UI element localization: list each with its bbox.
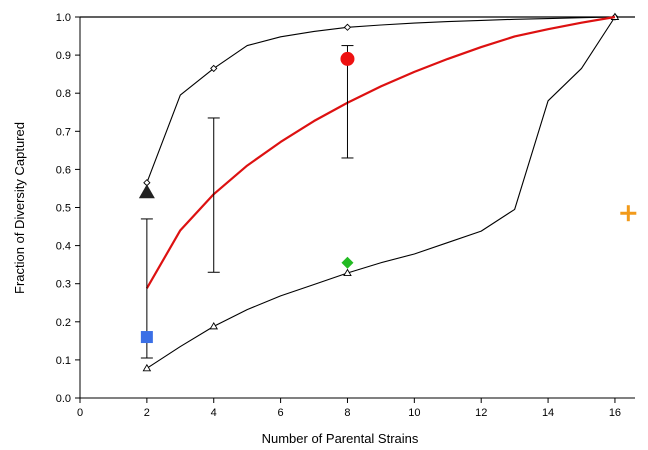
y-axis-ticks: 0.0 0.1 0.2 0.3 0.4 0.5 0.6 0.7 0.8 0.9 1.0 xyxy=(56,12,80,405)
series-line-2 xyxy=(146,16,616,369)
y-tick-label: 0.8 xyxy=(56,88,71,100)
y-tick-label: 0.9 xyxy=(56,50,71,62)
square-point xyxy=(140,331,153,344)
y-tick-label: 0.3 xyxy=(56,279,71,291)
diamond-marker xyxy=(343,23,352,31)
diamond-marker xyxy=(210,64,218,73)
x-axis-title: Number of Parental Strains xyxy=(262,431,419,446)
y-axis-title: Fraction of Diversity Captured xyxy=(12,122,27,294)
circle-point xyxy=(340,51,355,66)
y-tick-label: 0.6 xyxy=(56,164,71,176)
x-tick-label: 6 xyxy=(278,407,284,419)
triangle-marker xyxy=(209,321,219,330)
y-tick-label: 0.4 xyxy=(56,241,71,253)
x-tick-label: 0 xyxy=(77,407,83,419)
x-tick-label: 10 xyxy=(408,407,420,419)
x-tick-label: 8 xyxy=(344,407,350,419)
y-tick-label: 0.7 xyxy=(56,126,71,138)
x-tick-label: 4 xyxy=(211,407,217,419)
triangle-point xyxy=(138,184,155,199)
x-axis-ticks: 0 2 4 6 8 10 12 14 16 xyxy=(77,398,621,419)
diamond-point xyxy=(341,256,354,269)
plot-area xyxy=(79,12,637,399)
y-tick-label: 0.2 xyxy=(56,317,71,329)
y-tick-label: 1.0 xyxy=(56,12,71,24)
series-line-3 xyxy=(145,15,616,289)
series-line-1 xyxy=(146,16,615,183)
x-tick-label: 2 xyxy=(144,407,150,419)
triangle-marker xyxy=(343,268,352,276)
triangle-marker xyxy=(142,363,152,372)
y-tick-label: 0.0 xyxy=(56,393,71,405)
y-tick-label: 0.5 xyxy=(56,203,71,215)
x-tick-label: 16 xyxy=(609,407,621,419)
x-tick-label: 14 xyxy=(542,407,554,419)
x-tick-label: 12 xyxy=(475,407,487,419)
y-tick-label: 0.1 xyxy=(56,355,71,367)
